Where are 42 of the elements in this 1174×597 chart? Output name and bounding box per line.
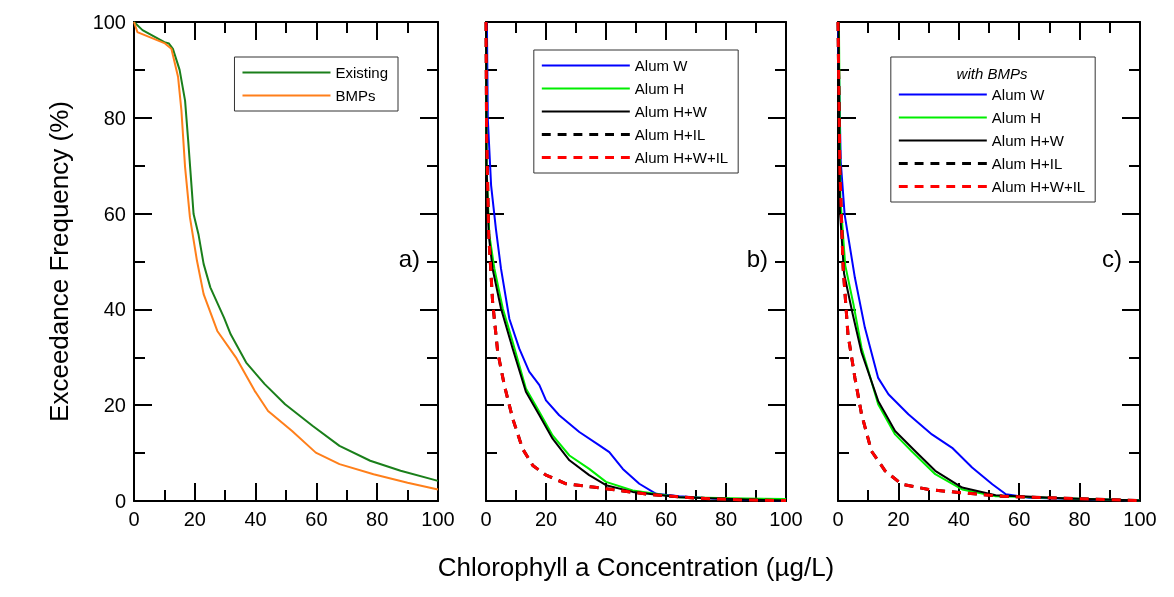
legend-label: Alum H (991, 109, 1042, 126)
x-tick-label: 60 (1008, 508, 1031, 530)
legend-label: Alum H+IL (634, 126, 706, 143)
x-tick-label: 0 (128, 508, 140, 530)
legend-label: Alum H+W+IL (634, 149, 729, 166)
legend-label: Alum H (634, 80, 685, 97)
legend-label: BMPs (335, 87, 376, 104)
annotation: b) (746, 244, 768, 272)
legend-label: Alum H+W (634, 103, 708, 120)
x-tick-label: 40 (244, 508, 267, 530)
y-tick-label: 100 (92, 11, 126, 33)
legend-label: Existing (335, 64, 389, 81)
x-tick-label: 60 (305, 508, 328, 530)
legend-label: Alum H+IL (991, 155, 1063, 172)
legend-label: Alum W (991, 86, 1046, 103)
x-tick-label: 0 (480, 508, 492, 530)
x-tick-label: 40 (594, 508, 618, 530)
x-tick-label: 40 (947, 508, 970, 530)
legend-label: Alum W (634, 57, 689, 74)
x-tick-label: 80 (366, 508, 389, 530)
x-tick-label: 80 (714, 508, 738, 530)
annotation: c) (1102, 244, 1123, 272)
y-tick-label: 60 (103, 202, 126, 225)
x-tick-label: 20 (887, 508, 910, 530)
legend-label: Alum H+W (991, 132, 1065, 149)
y-tick-label: 20 (103, 394, 126, 417)
y-axis-title: Exceedance Frequency (%) (44, 101, 74, 422)
y-tick-label: 0 (114, 490, 126, 512)
x-tick-label: 80 (1068, 508, 1091, 530)
x-axis-title: Chlorophyll a Concentration (µg/L) (436, 552, 836, 583)
x-tick-label: 20 (534, 508, 558, 530)
x-tick-label: 20 (183, 508, 206, 530)
y-tick-label: 40 (103, 298, 126, 321)
legend-title: with BMPs (956, 65, 1028, 82)
legend-label: Alum H+W+IL (991, 178, 1086, 195)
x-tick-label: 100 (1123, 508, 1157, 530)
x-tick-label: 0 (832, 508, 844, 530)
x-tick-label: 60 (654, 508, 678, 530)
x-tick-label: 100 (421, 508, 455, 530)
y-tick-label: 80 (103, 106, 126, 129)
x-tick-label: 100 (769, 508, 803, 530)
annotation: a) (398, 244, 420, 272)
